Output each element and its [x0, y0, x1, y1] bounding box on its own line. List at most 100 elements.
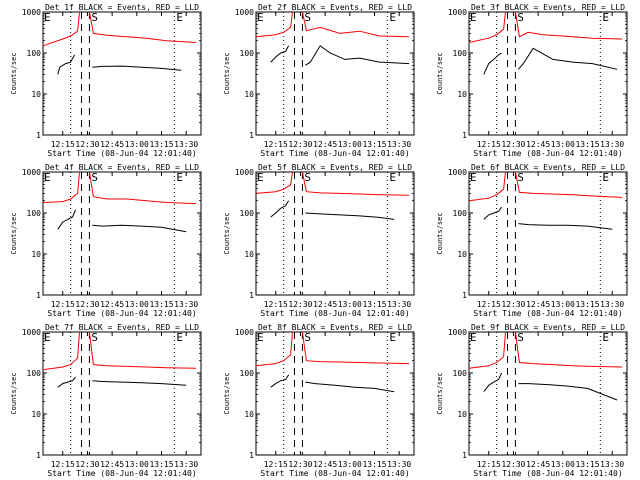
y-tick-label: 1000 — [448, 8, 467, 17]
lld-series-line — [468, 331, 506, 369]
lld-series-line — [255, 331, 293, 367]
y-tick-label: 100 — [27, 369, 42, 378]
y-tick-label: 10 — [457, 90, 467, 99]
x-tick-label: 12:45 — [526, 300, 550, 309]
x-axis-label: Start Time (08-Jun-04 12:01:40) — [260, 469, 409, 478]
panel-det-2: Det 2f BLACK = Events, RED = LLD 1 10 100 10… — [223, 3, 415, 158]
y-tick-label: 100 — [27, 49, 42, 58]
x-tick-label: 12:15 — [51, 460, 75, 469]
event-marker-label: E — [470, 171, 477, 184]
x-tick-label: 13:00 — [551, 460, 575, 469]
events-series-line — [483, 52, 502, 75]
y-tick-label: 100 — [240, 369, 255, 378]
x-tick-label: 13:15 — [149, 140, 173, 149]
y-tick-label: 100 — [240, 209, 255, 218]
y-tick-label: 100 — [240, 49, 255, 58]
x-tick-label: 12:45 — [526, 460, 550, 469]
y-axis-label: Counts/sec — [10, 212, 18, 254]
x-tick-label: 13:30 — [600, 140, 624, 149]
y-tick-label: 1000 — [22, 168, 41, 177]
x-axis-label: Start Time (08-Jun-04 12:01:40) — [473, 309, 622, 318]
x-tick-label: 13:00 — [551, 300, 575, 309]
events-series-line — [57, 376, 76, 388]
x-tick-label: 12:30 — [75, 140, 99, 149]
event-marker-label: E — [602, 331, 609, 344]
x-axis-label: Start Time (08-Jun-04 12:01:40) — [260, 309, 409, 318]
event-marker-label: E — [176, 331, 183, 344]
panel-det-7: Det 7f BLACK = Events, RED = LLD 1 10 100 10… — [10, 323, 202, 478]
x-tick-label: 13:00 — [338, 460, 362, 469]
event-marker-label: E — [389, 331, 396, 344]
event-marker-label: E — [44, 331, 51, 344]
lld-series-line — [301, 171, 410, 196]
event-marker-label: S — [304, 171, 311, 184]
event-marker-label: S — [91, 171, 98, 184]
lld-series-line — [42, 11, 80, 47]
x-tick-label: 13:00 — [338, 140, 362, 149]
y-tick-label: 1000 — [448, 168, 467, 177]
y-axis-label: Counts/sec — [223, 372, 231, 414]
y-tick-label: 1 — [36, 291, 41, 300]
x-tick-label: 13:00 — [125, 300, 149, 309]
lld-series-line — [42, 331, 80, 371]
plot-frame — [42, 331, 202, 456]
events-series-line — [57, 54, 76, 75]
chart-title: Det 6f BLACK = Events, RED = LLD — [471, 163, 625, 172]
y-tick-label: 1 — [36, 131, 41, 140]
x-tick-label: 13:30 — [174, 460, 198, 469]
events-series-line — [92, 224, 187, 233]
plot-frame — [42, 11, 202, 136]
chart-title: Det 2f BLACK = Events, RED = LLD — [258, 3, 412, 12]
event-marker-label: E — [470, 331, 477, 344]
chart-title: Det 5f BLACK = Events, RED = LLD — [258, 163, 412, 172]
events-series-line — [483, 372, 503, 393]
lld-series-line — [468, 11, 506, 43]
lld-series-line — [301, 331, 410, 365]
panel-det-9: Det 9f BLACK = Events, RED = LLD 1 10 100 10… — [436, 323, 628, 478]
x-tick-label: 12:45 — [313, 300, 337, 309]
event-marker-label: S — [517, 171, 524, 184]
x-axis-label: Start Time (08-Jun-04 12:01:40) — [473, 149, 622, 158]
y-tick-label: 100 — [453, 49, 468, 58]
x-tick-label: 12:45 — [100, 460, 124, 469]
y-tick-label: 100 — [453, 209, 468, 218]
x-tick-label: 13:00 — [125, 460, 149, 469]
event-marker-label: E — [257, 331, 264, 344]
panel-det-1: Det 1f BLACK = Events, RED = LLD 1 10 100 10… — [10, 3, 202, 158]
x-tick-label: 12:30 — [75, 300, 99, 309]
event-marker-label: E — [44, 11, 51, 24]
x-tick-label: 13:15 — [362, 460, 386, 469]
y-axis-label: Counts/sec — [223, 52, 231, 94]
events-series-line — [518, 223, 613, 230]
x-tick-label: 12:30 — [288, 140, 312, 149]
y-axis-label: Counts/sec — [436, 52, 444, 94]
event-marker-label: E — [470, 11, 477, 24]
x-tick-label: 12:15 — [264, 140, 288, 149]
lld-series-line — [301, 11, 410, 38]
chart-title: Det 8f BLACK = Events, RED = LLD — [258, 323, 412, 332]
x-tick-label: 12:30 — [501, 300, 525, 309]
event-marker-label: S — [304, 331, 311, 344]
lld-series-line — [88, 11, 197, 43]
lld-series-line — [514, 11, 623, 40]
x-axis-label: Start Time (08-Jun-04 12:01:40) — [260, 149, 409, 158]
y-tick-label: 10 — [457, 250, 467, 259]
x-axis-label: Start Time (08-Jun-04 12:01:40) — [47, 149, 196, 158]
event-marker-label: E — [257, 171, 264, 184]
y-axis-label: Counts/sec — [10, 372, 18, 414]
x-tick-label: 12:45 — [313, 140, 337, 149]
plot-frame — [468, 171, 628, 296]
plot-frame — [255, 171, 415, 296]
y-tick-label: 1000 — [22, 328, 41, 337]
y-tick-label: 10 — [244, 410, 254, 419]
event-marker-label: S — [517, 331, 524, 344]
events-series-line — [92, 65, 182, 71]
lld-series-line — [88, 331, 197, 369]
event-marker-label: E — [176, 11, 183, 24]
x-tick-label: 13:30 — [174, 300, 198, 309]
y-tick-label: 10 — [31, 90, 41, 99]
y-tick-label: 1000 — [235, 8, 254, 17]
chart-title: Det 4f BLACK = Events, RED = LLD — [45, 163, 199, 172]
x-tick-label: 12:30 — [75, 460, 99, 469]
